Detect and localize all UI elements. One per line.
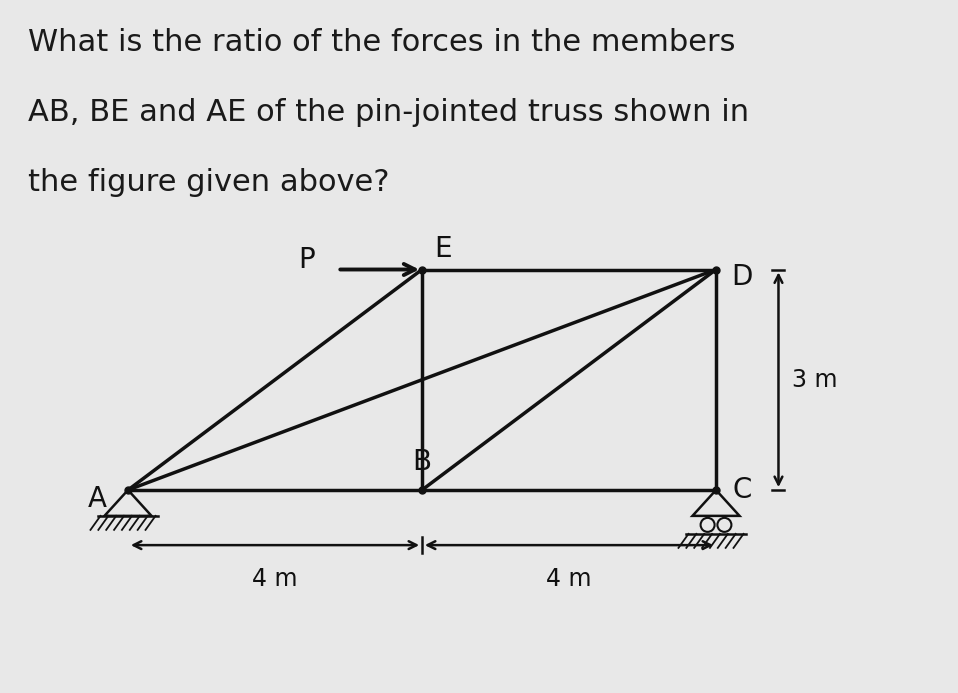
Text: 4 m: 4 m: [546, 567, 592, 591]
Text: A: A: [87, 485, 106, 513]
Text: the figure given above?: the figure given above?: [28, 168, 390, 197]
Text: P: P: [299, 246, 315, 274]
Text: 3 m: 3 m: [792, 368, 838, 392]
Text: 4 m: 4 m: [252, 567, 298, 591]
Text: C: C: [732, 476, 751, 504]
Text: E: E: [434, 235, 451, 263]
Text: AB, BE and AE of the pin-jointed truss shown in: AB, BE and AE of the pin-jointed truss s…: [28, 98, 749, 127]
Text: What is the ratio of the forces in the members: What is the ratio of the forces in the m…: [28, 28, 736, 57]
Text: B: B: [413, 448, 431, 476]
Text: D: D: [731, 263, 752, 291]
